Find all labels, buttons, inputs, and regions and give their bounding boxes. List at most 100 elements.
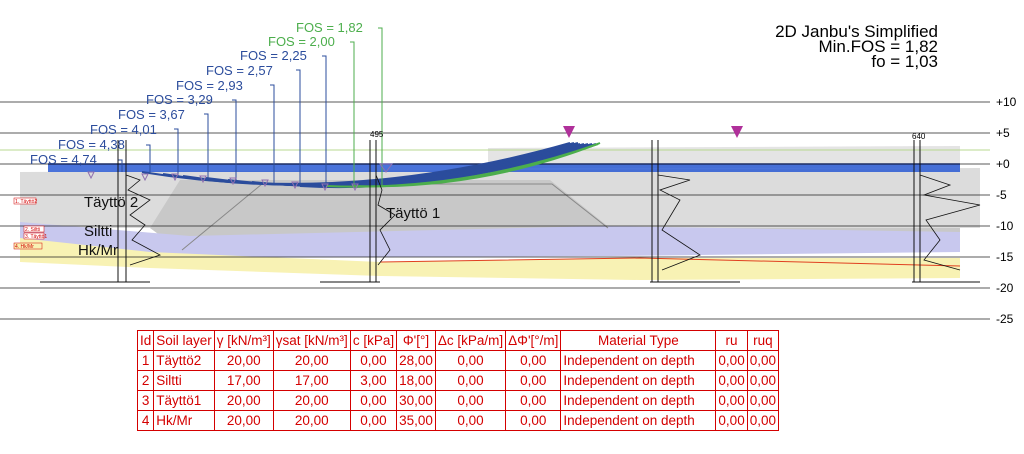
col-header: Soil layer <box>153 330 215 351</box>
cell: Independent on depth <box>560 410 717 431</box>
elev-tick: -10 <box>996 219 1014 233</box>
col-header: Id <box>136 330 155 351</box>
cell: 17,00 <box>213 370 274 391</box>
layer-label-tayttoe1: Täyttö 1 <box>386 205 440 222</box>
probe-label-495: 495 <box>370 130 384 139</box>
cell: 30,00 <box>396 390 436 411</box>
cell: 0,00 <box>715 390 748 411</box>
table-header-row: Id Soil layer γ [kN/m³] γsat [kN/m³] c [… <box>136 330 779 351</box>
cell: 3,00 <box>349 370 398 391</box>
min-fos-value: Min.FOS = 1,82 <box>818 37 938 56</box>
cell: 0,00 <box>349 410 398 431</box>
fos-label: FOS = 2,93 <box>176 78 243 93</box>
cell: 17,00 <box>272 370 351 391</box>
elev-tick: +0 <box>996 157 1010 171</box>
elev-tick: -15 <box>996 250 1014 264</box>
cell: 0,00 <box>505 410 562 431</box>
cell: 0,00 <box>505 350 562 371</box>
elev-tick: +10 <box>996 95 1017 109</box>
table-row: 1 Täyttö2 20,00 20,00 0,00 28,00 0,00 0,… <box>136 350 779 371</box>
cell: Hk/Mr <box>153 410 215 431</box>
cell: 0,00 <box>505 390 562 411</box>
cell: 1 <box>136 350 155 371</box>
cell: 20,00 <box>213 410 274 431</box>
elevation-grid <box>0 101 990 320</box>
analysis-method-title: 2D Janbu's Simplified <box>775 22 938 41</box>
cell: 18,00 <box>396 370 436 391</box>
fos-leaders <box>118 27 383 186</box>
cell: Independent on depth <box>560 350 717 371</box>
load-marker <box>563 126 575 138</box>
top-fill-gray <box>488 146 960 168</box>
col-header: ruq <box>746 330 779 351</box>
cell: 0,00 <box>746 350 779 371</box>
legend-tag: 2. Siltti <box>25 227 40 233</box>
cell: 0,00 <box>746 390 779 411</box>
col-header: ru <box>715 330 748 351</box>
fos-label: FOS = 4,38 <box>58 137 125 152</box>
layer-labels: Täyttö 2 Siltti Hk/Mr Täyttö 1 <box>78 194 440 259</box>
probe-columns <box>40 140 981 283</box>
cell: 20,00 <box>213 390 274 411</box>
cell: 0,00 <box>434 370 507 391</box>
legend-tag: 3. Täyttö1 <box>25 234 47 240</box>
table-row: 4 Hk/Mr 20,00 20,00 0,00 35,00 0,00 0,00… <box>136 410 779 431</box>
layer-legend-tags: 1. Täyttö2 2. Siltti 3. Täyttö1 4. Hk/Mr <box>13 197 47 250</box>
cell: 20,00 <box>213 350 274 371</box>
cell: Independent on depth <box>560 390 717 411</box>
layer-label-siltti: Siltti <box>84 223 112 240</box>
cell: 0,00 <box>746 410 779 431</box>
cell: 28,00 <box>396 350 436 371</box>
slip-entry-markers <box>87 163 393 192</box>
slip-surface-fos-182 <box>351 142 601 188</box>
col-header: ΔΦ'[°/m] <box>505 330 562 351</box>
elev-tick: -5 <box>996 188 1007 202</box>
cell: Independent on depth <box>560 370 717 391</box>
col-header: Φ'[°] <box>396 330 436 351</box>
cell: 0,00 <box>505 370 562 391</box>
table-row: 3 Täyttö1 20,00 20,00 0,00 30,00 0,00 0,… <box>136 390 779 411</box>
fos-labels: FOS = 1,82 FOS = 2,00 FOS = 2,25 FOS = 2… <box>30 20 363 167</box>
table-row: 2 Siltti 17,00 17,00 3,00 18,00 0,00 0,0… <box>136 370 779 391</box>
cell: Täyttö2 <box>153 350 215 371</box>
col-header: Δc [kPa/m] <box>434 330 507 351</box>
cell: 0,00 <box>434 410 507 431</box>
cell: Täyttö1 <box>153 390 215 411</box>
cell: 0,00 <box>434 390 507 411</box>
cell: 0,00 <box>434 350 507 371</box>
fo-value: fo = 1,03 <box>871 52 938 71</box>
layer-label-hkmr: Hk/Mr <box>78 242 118 259</box>
silt-layer <box>20 222 960 258</box>
cell: 0,00 <box>715 370 748 391</box>
fos-label: FOS = 2,00 <box>268 34 335 49</box>
elev-tick: -20 <box>996 281 1014 295</box>
fos-label: FOS = 2,25 <box>240 48 307 63</box>
bedrock-line <box>379 257 961 267</box>
fos-label: FOS = 3,67 <box>118 107 185 122</box>
elev-tick: +5 <box>996 126 1010 140</box>
cell: 2 <box>136 370 155 391</box>
cell: 20,00 <box>272 390 351 411</box>
sand-layer <box>20 238 960 280</box>
col-header: γsat [kN/m³] <box>272 330 351 351</box>
cell: 20,00 <box>272 410 351 431</box>
cell: 0,00 <box>746 370 779 391</box>
cell: 0,00 <box>715 350 748 371</box>
cell: 20,00 <box>272 350 351 371</box>
elevation-axis: +10 +5 +0 -5 -10 -15 -20 -25 <box>996 95 1017 326</box>
cell: 0,00 <box>715 410 748 431</box>
col-header: γ [kN/m³] <box>213 330 274 351</box>
cell: 0,00 <box>349 350 398 371</box>
fos-label: FOS = 2,57 <box>206 63 273 78</box>
col-header: Material Type <box>560 330 717 351</box>
fos-label: FOS = 3,29 <box>146 92 213 107</box>
fos-label: FOS = 1,82 <box>296 20 363 35</box>
legend-tag: 4. Hk/Mr <box>15 244 34 250</box>
elev-tick: -25 <box>996 312 1014 326</box>
cell: Siltti <box>153 370 215 391</box>
col-header: c [kPa] <box>349 330 398 351</box>
fos-label: FOS = 4,74 <box>30 152 97 167</box>
legend-tag: 1. Täyttö2 <box>15 199 37 205</box>
cell: 35,00 <box>396 410 436 431</box>
